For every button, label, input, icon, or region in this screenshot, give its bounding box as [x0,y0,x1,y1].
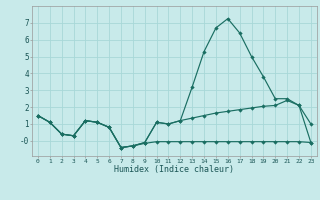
X-axis label: Humidex (Indice chaleur): Humidex (Indice chaleur) [115,165,234,174]
